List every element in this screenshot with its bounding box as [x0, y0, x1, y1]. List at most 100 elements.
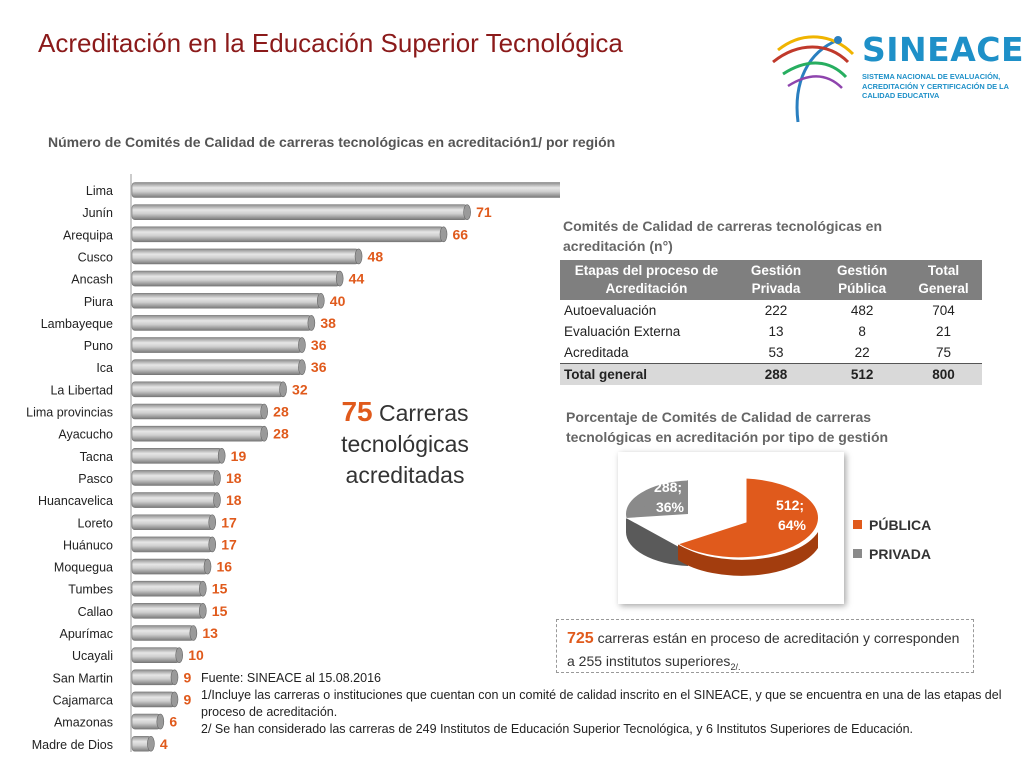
data-label: 18 [226, 470, 242, 486]
bar-cap [335, 270, 344, 287]
cell: 22 [854, 345, 870, 360]
bar [131, 514, 213, 531]
bar-cap [260, 425, 268, 442]
table-row: Evaluación Externa 13 8 21 [560, 321, 982, 342]
bar-chart-title: Número de Comités de Calidad de carreras… [48, 134, 616, 150]
bar-cap [279, 381, 287, 398]
data-label: 6 [169, 714, 177, 730]
region-bar-chart: Lima147Junín71Arequipa66Cusco48Ancash44P… [26, 174, 560, 752]
callout-sub: 2/. [730, 661, 741, 672]
legend-label-publica: PÚBLICA [869, 516, 932, 533]
bar-cap [189, 625, 198, 641]
bar [131, 536, 213, 553]
data-label: 28 [273, 404, 289, 420]
category-label: Ucayali [72, 649, 113, 663]
bar [131, 691, 175, 708]
data-label: 9 [183, 691, 191, 707]
bar-cap [463, 204, 471, 220]
source-notes: Fuente: SINEACE al 15.08.2016 1/Incluye … [201, 670, 1011, 738]
header-publica: Gestión Pública [819, 260, 906, 300]
category-label: Lambayeque [41, 317, 113, 331]
bar [131, 580, 204, 597]
cell: 21 [936, 324, 952, 339]
bar-cap [203, 558, 212, 575]
accredited-text-3: acreditadas [345, 462, 465, 488]
legend-item-privada: PRIVADA [853, 539, 931, 568]
cell: 13 [768, 324, 784, 339]
category-label: Huánuco [63, 538, 113, 552]
bar [131, 182, 560, 198]
callout-number: 725 [567, 630, 594, 647]
bar-cap [307, 315, 316, 331]
header-total: Total General [905, 260, 982, 300]
accredited-note: 75 Carreras tecnológicas acreditadas [325, 396, 485, 491]
bar [131, 492, 218, 508]
pie-label-privada: 288; 36% [654, 479, 686, 515]
category-label: Arequipa [63, 228, 113, 242]
data-label: 4 [160, 736, 168, 752]
data-label: 19 [231, 448, 247, 464]
source-line: Fuente: SINEACE al 15.08.2016 [201, 671, 381, 685]
category-label: Callao [78, 605, 113, 619]
pie-slice-publica-side [678, 532, 818, 576]
category-label: Ica [96, 361, 113, 375]
category-label: Piura [84, 295, 113, 309]
legend-swatch-publica [853, 520, 862, 529]
bar [131, 226, 444, 243]
data-label: 66 [453, 226, 469, 242]
category-label: San Martin [53, 671, 113, 685]
bar [131, 337, 303, 353]
bar [131, 204, 468, 220]
data-label: 15 [212, 603, 228, 619]
category-label: Pasco [78, 472, 113, 486]
bar-cap [439, 226, 448, 243]
bar-cap [354, 248, 363, 265]
data-label: 17 [221, 514, 237, 530]
logo-subtitle: SISTEMA NACIONAL DE EVALUACIÓN, ACREDITA… [862, 72, 1009, 100]
data-label: 71 [476, 204, 492, 220]
bar [131, 625, 194, 641]
pie-slice-publica [676, 477, 819, 559]
bar [131, 403, 265, 420]
cell: 704 [932, 303, 955, 318]
cell: 288 [732, 363, 820, 385]
category-label: Tumbes [68, 583, 113, 597]
category-label: Ancash [71, 273, 113, 287]
category-label: Huancavelica [38, 494, 113, 508]
legend-swatch-privada [853, 549, 862, 558]
data-label: 40 [330, 293, 346, 309]
bar-cap [213, 470, 221, 486]
accredited-number: 75 [341, 396, 373, 427]
stages-table: Etapas del proceso de Acreditación Gesti… [560, 260, 982, 385]
bar-cap [298, 337, 306, 353]
bar [131, 713, 161, 730]
category-label: Ayacucho [58, 428, 113, 442]
legend-item-publica: PÚBLICA [853, 510, 931, 539]
callout-box: 725 carreras están en proceso de acredit… [556, 619, 974, 673]
bar-cap [199, 603, 207, 619]
category-label: Cusco [78, 250, 113, 264]
data-label: 13 [202, 625, 218, 641]
data-label: 48 [368, 248, 384, 264]
bar-cap [217, 447, 226, 464]
bar [131, 447, 222, 464]
bar [131, 315, 312, 331]
bar [131, 425, 265, 442]
header-privada: Gestión Privada [732, 260, 820, 300]
category-label: Puno [84, 339, 113, 353]
bar-cap [156, 713, 165, 730]
bar [131, 359, 303, 375]
table-total-row: Total general 288 512 800 [560, 363, 982, 385]
bar-cap [213, 492, 221, 508]
cell: 222 [764, 303, 788, 318]
data-label: 36 [311, 359, 327, 375]
bar [131, 292, 322, 309]
bar-cap [208, 514, 217, 531]
data-label: 10 [188, 647, 204, 663]
cell: 800 [905, 363, 982, 385]
bar-cap [175, 647, 183, 663]
category-label: Cajamarca [53, 693, 113, 707]
bar [131, 647, 180, 663]
bar [131, 381, 284, 398]
pie-chart-title: Porcentaje de Comités de Calidad de carr… [566, 409, 889, 445]
